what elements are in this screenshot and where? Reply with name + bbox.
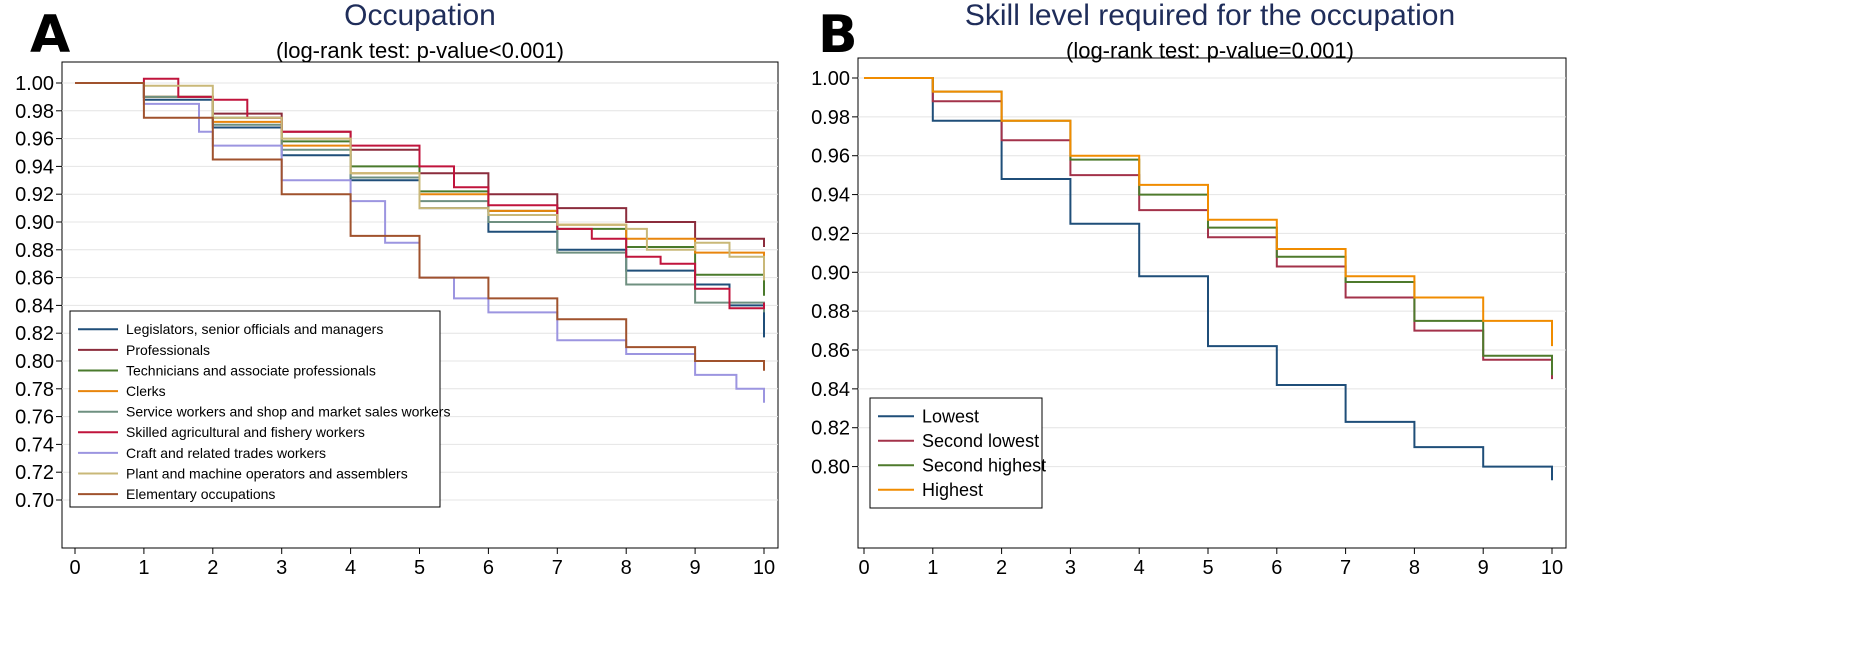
legend-label: Professionals: [126, 342, 210, 358]
chart-title: Skill level required for the occupation: [965, 0, 1455, 32]
y-tick-label: 0.94: [811, 185, 850, 207]
y-tick-label: 0.80: [15, 351, 54, 373]
x-tick-label: 10: [1541, 557, 1563, 579]
y-tick-label: 1.00: [15, 73, 54, 95]
legend-label: Clerks: [126, 383, 166, 399]
x-tick-label: 3: [1065, 557, 1076, 579]
y-tick-label: 0.84: [811, 379, 850, 401]
x-tick-label: 2: [996, 557, 1007, 579]
legend: Legislators, senior officials and manage…: [69, 310, 450, 508]
y-tick-label: 0.90: [15, 212, 54, 234]
chart-panel-a: 1.00 0.98 0.96 0.94 0.92 0.90 0.88 0.86 0.84 0.82…: [15, 0, 779, 579]
x-tick-label: 8: [621, 557, 632, 579]
y-tick-label: 0.90: [811, 262, 850, 284]
x-tick-label: 4: [345, 557, 356, 579]
x-tick-label: 3: [276, 557, 287, 579]
x-tick-label: 9: [690, 557, 701, 579]
x-tick-label: 4: [1134, 557, 1145, 579]
y-tick-label: 0.98: [811, 107, 850, 129]
panel-letter: B: [818, 5, 858, 65]
legend: Lowest Second lowest Second highest Highest: [869, 397, 1046, 509]
y-tick-label: 0.78: [15, 379, 54, 401]
series-line-9: [75, 82, 765, 371]
y-tick-label: 0.92: [811, 223, 850, 245]
chart-panel-b: 1.00 0.98 0.96 0.94 0.92 0.90 0.88 0.86 0.84 0.82…: [811, 0, 1567, 579]
x-tick-label: 9: [1478, 557, 1489, 579]
legend-label: Lowest: [922, 407, 979, 427]
y-tick-label: 0.82: [811, 418, 850, 440]
x-tick-label: 2: [207, 557, 218, 579]
x-tick-label: 6: [1271, 557, 1282, 579]
chart-subtitle: (log-rank test: p-value<0.001): [276, 38, 564, 63]
x-tick-label: 7: [552, 557, 563, 579]
panel-letter: A: [30, 5, 70, 65]
y-tick-label: 0.80: [811, 457, 850, 479]
y-tick-label: 0.86: [15, 268, 54, 290]
legend-label: Highest: [922, 480, 983, 500]
legend-label: Service workers and shop and market sale…: [126, 404, 450, 420]
x-tick-label: 8: [1409, 557, 1420, 579]
series-line-4: [864, 77, 1553, 347]
y-tick-label: 0.98: [15, 101, 54, 123]
x-tick-label: 5: [414, 557, 425, 579]
chart-subtitle: (log-rank test: p-value=0.001): [1066, 38, 1354, 63]
y-tick-label: 0.86: [811, 340, 850, 362]
legend-label: Elementary occupations: [126, 486, 275, 502]
x-tick-label: 5: [1202, 557, 1213, 579]
legend-label: Legislators, senior officials and manage…: [126, 321, 383, 337]
legend-box: [69, 310, 441, 508]
y-tick-label: 0.94: [15, 156, 54, 178]
legend-label: Plant and machine operators and assemble…: [126, 465, 408, 481]
y-tick-label: 0.70: [15, 490, 54, 512]
legend-label: Technicians and associate professionals: [126, 362, 376, 378]
y-tick-label: 0.72: [15, 462, 54, 484]
y-tick-label: 0.96: [811, 146, 850, 168]
legend-label: Craft and related trades workers: [126, 445, 326, 461]
chart-title: Occupation: [344, 0, 496, 32]
y-tick-label: 0.76: [15, 407, 54, 429]
y-tick-label: 0.88: [811, 301, 850, 323]
y-tick-label: 0.92: [15, 184, 54, 206]
legend-label: Skilled agricultural and fishery workers: [126, 424, 365, 440]
y-tick-label: 0.82: [15, 323, 54, 345]
legend-label: Second highest: [922, 456, 1046, 476]
x-tick-label: 0: [69, 557, 80, 579]
y-tick-label: 0.74: [15, 434, 54, 456]
y-tick-label: 0.84: [15, 295, 54, 317]
legend-label: Second lowest: [922, 431, 1039, 451]
x-tick-label: 6: [483, 557, 494, 579]
x-tick-label: 1: [927, 557, 938, 579]
x-tick-label: 0: [858, 557, 869, 579]
y-tick-label: 0.88: [15, 240, 54, 262]
x-tick-label: 1: [138, 557, 149, 579]
y-tick-label: 1.00: [811, 68, 850, 90]
x-tick-label: 10: [753, 557, 775, 579]
y-tick-label: 0.96: [15, 129, 54, 151]
x-tick-label: 7: [1340, 557, 1351, 579]
